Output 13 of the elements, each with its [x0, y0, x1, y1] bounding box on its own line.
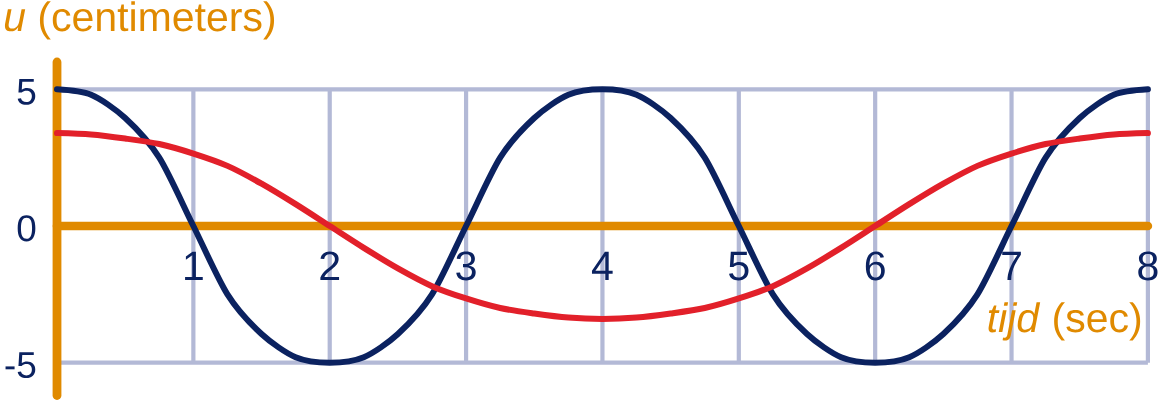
y-tick-label: -5	[5, 352, 36, 379]
x-tick-label: 7	[1002, 251, 1021, 281]
x-tick-label: 1	[185, 251, 203, 281]
y-axis-title: u (centimeters)	[4, 1, 275, 40]
x-axis-title: tijd (sec)	[988, 302, 1141, 341]
y-tick-label: 5	[17, 78, 36, 105]
x-tick-label: 8	[1138, 251, 1158, 281]
x-tick-label: 4	[591, 251, 613, 281]
x-tick-label: 5	[729, 251, 749, 281]
x-tick-label: 2	[320, 251, 340, 281]
y-tick-label: 0	[17, 215, 36, 242]
x-tick-label: 6	[865, 251, 885, 281]
x-tick-label: 3	[456, 251, 476, 281]
